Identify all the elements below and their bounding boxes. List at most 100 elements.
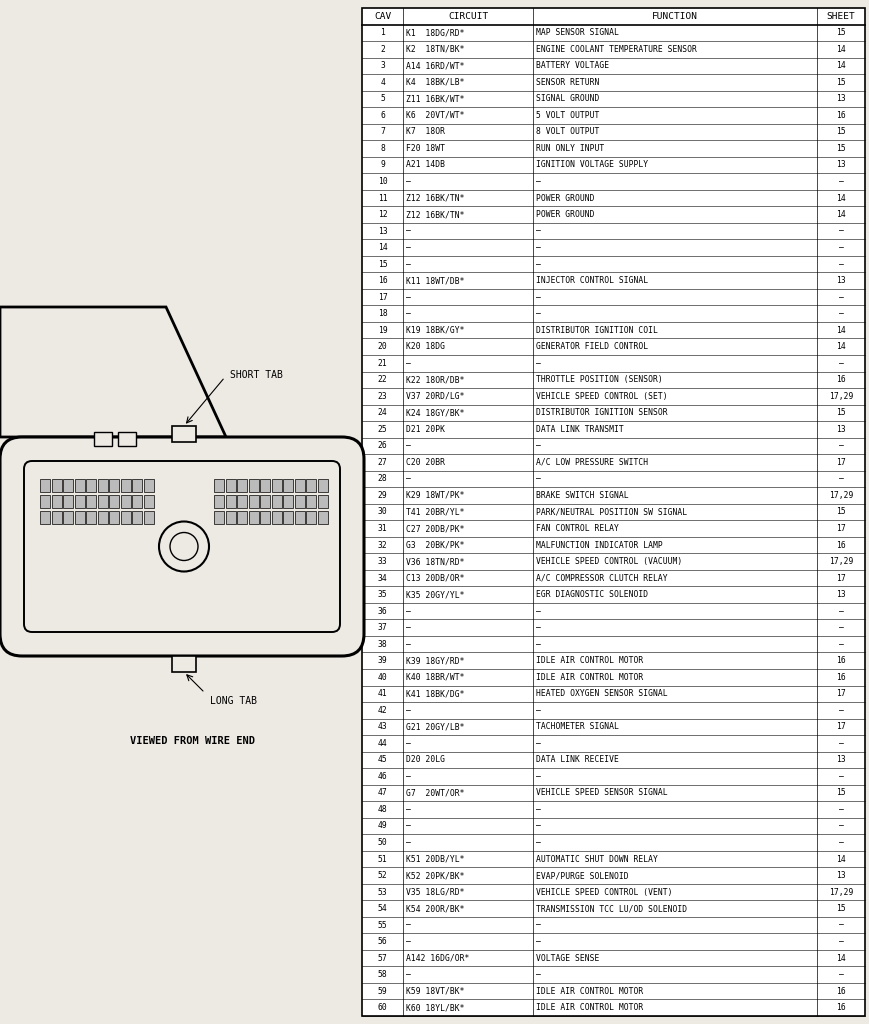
Text: 16: 16 [835,987,845,995]
Text: 33: 33 [377,557,387,566]
Bar [97,511,108,524]
Text: —: — [838,243,843,252]
Text: 25: 25 [377,425,387,434]
Bar [118,432,136,446]
Bar [40,479,50,492]
Bar [295,511,304,524]
Text: —: — [535,921,540,930]
Bar [214,511,224,524]
Text: 60: 60 [377,1004,387,1013]
Text: 41: 41 [377,689,387,698]
Bar [225,495,235,508]
Bar [143,511,154,524]
Text: —: — [838,821,843,830]
Text: VEHICLE SPEED CONTROL (VACUUM): VEHICLE SPEED CONTROL (VACUUM) [535,557,681,566]
Text: —: — [405,441,410,451]
Text: FAN CONTROL RELAY: FAN CONTROL RELAY [535,524,618,534]
Text: IDLE AIR CONTROL MOTOR: IDLE AIR CONTROL MOTOR [535,673,642,682]
Text: 12: 12 [377,210,387,219]
Text: DATA LINK RECEIVE: DATA LINK RECEIVE [535,756,618,764]
Text: 24: 24 [377,409,387,418]
Bar [172,426,196,442]
Text: —: — [838,805,843,814]
Text: —: — [838,441,843,451]
Text: 18: 18 [377,309,387,318]
Text: K24 18GY/BK*: K24 18GY/BK* [405,409,464,418]
Bar [249,495,258,508]
Text: V36 18TN/RD*: V36 18TN/RD* [405,557,464,566]
Text: 16: 16 [835,656,845,666]
Text: CAV: CAV [374,11,391,20]
Text: 22: 22 [377,376,387,384]
Text: 16: 16 [835,376,845,384]
Text: —: — [535,838,540,847]
Bar [121,479,130,492]
Text: 28: 28 [377,474,387,483]
Text: —: — [405,624,410,632]
Text: 21: 21 [377,358,387,368]
Text: DATA LINK TRANSMIT: DATA LINK TRANSMIT [535,425,622,434]
Text: —: — [535,441,540,451]
Text: —: — [405,937,410,946]
Text: —: — [405,474,410,483]
Text: 14: 14 [835,326,845,335]
Text: 14: 14 [835,61,845,71]
Text: —: — [535,772,540,781]
Bar [306,511,316,524]
Text: 13: 13 [835,161,845,170]
Text: G7  20WT/OR*: G7 20WT/OR* [405,788,464,798]
Text: CIRCUIT: CIRCUIT [448,11,488,20]
Text: A/C LOW PRESSURE SWITCH: A/C LOW PRESSURE SWITCH [535,458,647,467]
Text: —: — [838,838,843,847]
Text: 1: 1 [380,29,385,37]
Text: 46: 46 [377,772,387,781]
Text: K11 18WT/DB*: K11 18WT/DB* [405,276,464,285]
Bar [132,495,143,508]
Text: —: — [838,309,843,318]
Text: —: — [838,937,843,946]
Bar [271,511,282,524]
Bar [94,432,112,446]
Bar [86,479,96,492]
Bar [306,495,316,508]
Text: K4  18BK/LB*: K4 18BK/LB* [405,78,464,87]
Text: 4: 4 [380,78,385,87]
Text: 38: 38 [377,640,387,648]
Text: 17: 17 [835,524,845,534]
FancyBboxPatch shape [24,461,340,632]
Text: —: — [838,970,843,979]
Text: Z12 16BK/TN*: Z12 16BK/TN* [405,210,464,219]
Text: GENERATOR FIELD CONTROL: GENERATOR FIELD CONTROL [535,342,647,351]
Text: 29: 29 [377,490,387,500]
Bar [51,511,62,524]
Text: 59: 59 [377,987,387,995]
Text: SENSOR RETURN: SENSOR RETURN [535,78,598,87]
Text: —: — [405,739,410,748]
Text: —: — [838,358,843,368]
Text: 13: 13 [835,276,845,285]
Text: 15: 15 [835,29,845,37]
Text: 32: 32 [377,541,387,550]
Text: —: — [535,243,540,252]
Text: K59 18VT/BK*: K59 18VT/BK* [405,987,464,995]
Bar [295,479,304,492]
Text: 15: 15 [835,904,845,913]
Text: G3  20BK/PK*: G3 20BK/PK* [405,541,464,550]
Text: —: — [535,640,540,648]
Text: 3: 3 [380,61,385,71]
Text: 17: 17 [377,293,387,302]
Text: 17: 17 [835,722,845,731]
Text: 52: 52 [377,871,387,880]
Text: —: — [535,805,540,814]
Text: 13: 13 [377,226,387,236]
Text: 13: 13 [835,590,845,599]
Bar [249,511,258,524]
Bar [271,479,282,492]
Text: —: — [535,706,540,715]
Text: —: — [535,226,540,236]
Text: —: — [838,921,843,930]
Bar [317,479,328,492]
Text: C27 20DB/PK*: C27 20DB/PK* [405,524,464,534]
Bar [283,479,293,492]
Text: VEHICLE SPEED SENSOR SIGNAL: VEHICLE SPEED SENSOR SIGNAL [535,788,667,798]
